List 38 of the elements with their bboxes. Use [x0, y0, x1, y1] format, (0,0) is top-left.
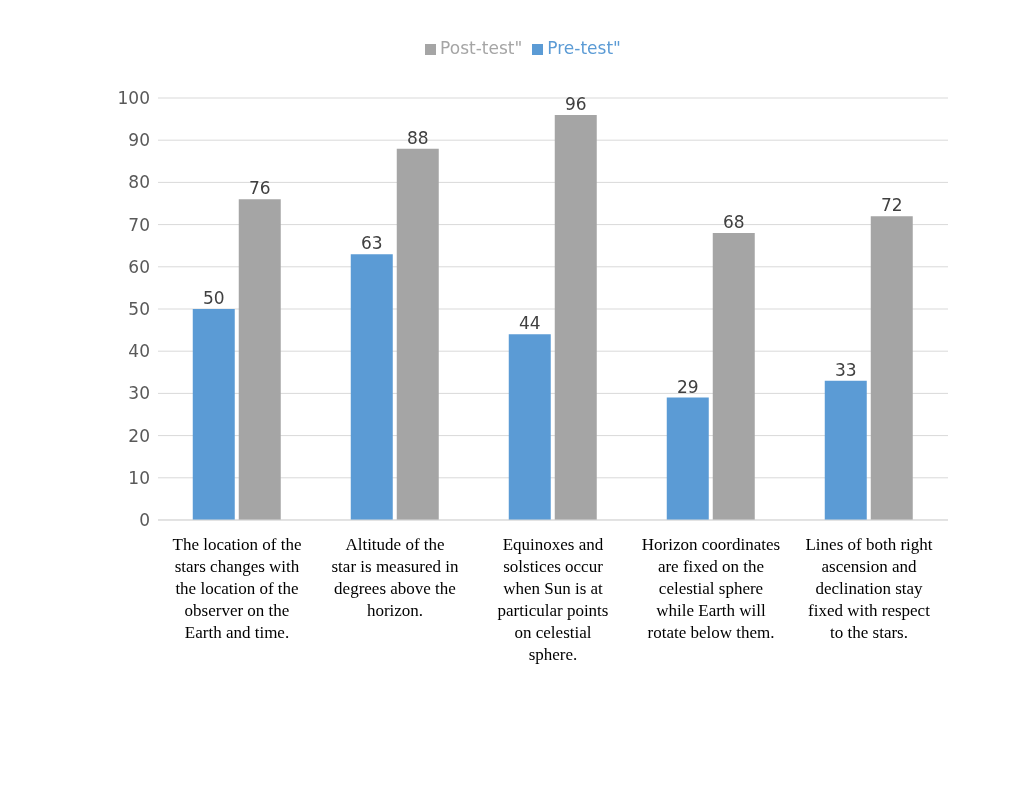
data-label: 63: [360, 233, 383, 254]
y-tick-label: 40: [128, 341, 150, 362]
data-label: 33: [834, 359, 857, 380]
x-tick-label: The location of the stars changes with the location of the observer on the Earth and time.: [172, 535, 302, 642]
data-label: 29: [676, 376, 699, 397]
legend-label: Pre-test": [547, 38, 621, 58]
data-label: 72: [880, 195, 903, 216]
y-tick-label: 80: [128, 172, 150, 193]
bar: [192, 309, 235, 520]
x-tick-label: Lines of both right ascension and declination stay fixed with respect to the stars.: [805, 535, 933, 642]
x-tick-label: Horizon coordinates are fixed on the celestial sphere while Earth will rotate below them.: [641, 535, 781, 642]
legend-label: Post-test": [440, 38, 523, 58]
y-tick-label: 20: [128, 425, 150, 446]
data-label: 50: [202, 288, 225, 308]
y-tick-label: 0: [139, 510, 150, 531]
bar: [238, 199, 281, 520]
bar: [350, 254, 393, 520]
bar: [396, 148, 439, 520]
bar: [712, 233, 755, 520]
data-label: 68: [722, 212, 745, 233]
y-tick-label: 30: [128, 383, 150, 404]
bar: [554, 114, 597, 520]
bar: [508, 334, 551, 520]
bar: [824, 380, 867, 520]
bar: [870, 216, 913, 520]
data-label: 96: [564, 93, 587, 114]
data-label: 88: [406, 127, 429, 148]
y-tick-label: 70: [128, 214, 150, 235]
y-tick-label: 60: [128, 256, 150, 277]
data-label: 76: [248, 178, 271, 199]
y-tick-label: 90: [128, 130, 150, 151]
y-tick-label: 100: [117, 88, 150, 109]
x-tick-label: Equinoxes and solstices occur when Sun is at particular points on celestial sphere.: [497, 535, 609, 664]
x-tick-label: Altitude of the star is measured in degrees above the horizon.: [331, 535, 459, 620]
bar: [666, 397, 709, 520]
y-tick-label: 10: [128, 467, 150, 488]
y-tick-label: 50: [128, 299, 150, 320]
data-label: 44: [518, 313, 541, 334]
